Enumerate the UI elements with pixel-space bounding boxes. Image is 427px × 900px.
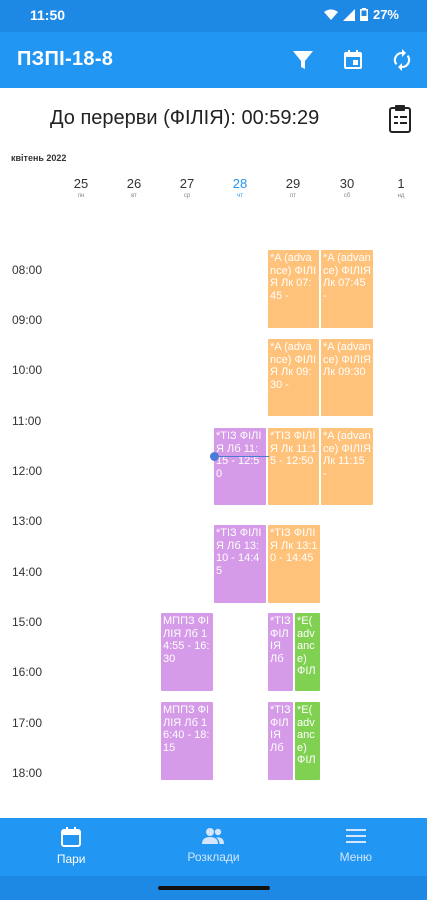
menu-icon	[345, 829, 366, 843]
nav-schedules[interactable]: Розклади	[142, 818, 284, 876]
event-card[interactable]: *ТІЗ ФІЛІЯ Лб	[268, 613, 293, 691]
people-icon	[202, 828, 225, 844]
nav-pairs-label: Пари	[56, 852, 86, 866]
current-time-line	[213, 456, 269, 457]
event-card[interactable]: *E( advance) ФІЛ	[295, 613, 320, 691]
app-bar: ПЗПІ-18-8	[0, 32, 427, 88]
nav-pairs[interactable]: Пари	[0, 818, 142, 876]
day-header-1[interactable]: 1 нд	[381, 176, 421, 199]
event-card[interactable]: *ТІЗ ФІЛІЯ Лб 11:15 - 12:50	[214, 428, 266, 505]
day-abbr: пт	[290, 193, 296, 199]
event-card[interactable]: *A (advance) ФІЛІЯ Лк 07:45 -	[321, 250, 373, 328]
day-abbr: ср	[183, 193, 191, 199]
clipboard-icon	[389, 105, 411, 133]
day-number: 27	[179, 176, 195, 191]
hour-label: 09:00	[12, 313, 43, 327]
day-number: 25	[73, 176, 89, 191]
hour-label: 14:00	[12, 565, 43, 579]
filter-button[interactable]	[287, 44, 319, 76]
day-abbr: нд	[397, 193, 405, 199]
sync-icon	[393, 49, 411, 71]
battery-icon	[359, 8, 368, 21]
event-card[interactable]: *A (advance) ФІЛІЯ Лк 09:30 -	[268, 339, 319, 416]
break-countdown: До перерви (ФІЛІЯ): 00:59:29	[50, 107, 320, 129]
hour-label: 10:00	[12, 363, 43, 377]
day-header-28[interactable]: 28 чт	[220, 176, 260, 199]
day-header-29[interactable]: 29 пт	[273, 176, 313, 199]
status-bar: 11:50 27%	[0, 0, 427, 32]
day-header-25[interactable]: 25 пн	[61, 176, 101, 199]
hour-label: 13:00	[12, 514, 43, 528]
calendar-icon	[61, 827, 82, 847]
hour-label: 16:00	[12, 665, 43, 679]
gesture-handle[interactable]	[158, 886, 270, 890]
break-countdown-row: До перерви (ФІЛІЯ): 00:59:29	[0, 100, 427, 138]
day-abbr: сб	[343, 193, 351, 199]
clipboard-button[interactable]	[388, 104, 414, 134]
system-navigation-bar	[0, 876, 427, 900]
bottom-navigation: Пари Розклади Меню	[0, 818, 427, 876]
nav-schedules-label: Розклади	[187, 850, 240, 864]
calendar-icon	[344, 50, 362, 69]
event-card[interactable]: *A (advance) ФІЛІЯ Лк 09:30	[321, 339, 373, 416]
month-label: квітень 2022	[11, 153, 67, 163]
day-number: 29	[285, 176, 301, 191]
hour-label: 15:00	[12, 615, 43, 629]
event-card[interactable]: МППЗ ФІЛІЯ Лб 16:40 - 18:15	[161, 702, 213, 780]
day-header-26[interactable]: 26 вт	[114, 176, 154, 199]
battery-percent: 27%	[372, 7, 399, 22]
day-number: 26	[126, 176, 142, 191]
event-card[interactable]: *ТІЗ ФІЛІЯ Лб 13:10 - 14:45	[214, 525, 266, 603]
event-card[interactable]: *A (advance) ФІЛІЯ Лк 07:45 -	[268, 250, 319, 328]
sync-button[interactable]	[386, 44, 418, 76]
filter-icon	[293, 51, 313, 69]
wifi-icon	[323, 9, 338, 20]
event-card[interactable]: МППЗ ФІЛІЯ Лб 14:55 - 16:30	[161, 613, 213, 691]
status-icons: 27%	[323, 7, 399, 22]
calendar-button[interactable]	[337, 44, 369, 76]
hour-label: 08:00	[12, 263, 43, 277]
day-abbr: вт	[131, 193, 137, 199]
nav-menu[interactable]: Меню	[285, 818, 427, 876]
day-number: 1	[397, 176, 405, 191]
day-header-30[interactable]: 30 сб	[327, 176, 367, 199]
day-number: 30	[339, 176, 355, 191]
day-abbr: чт	[237, 193, 243, 199]
event-card[interactable]: *ТІЗ ФІЛІЯ Лк 13:10 - 14:45	[268, 525, 320, 603]
event-card[interactable]: *ТІЗ ФІЛІЯ Лб	[268, 702, 293, 780]
hour-label: 11:00	[12, 414, 42, 428]
group-title: ПЗПІ-18-8	[17, 48, 114, 70]
status-time: 11:50	[30, 7, 66, 23]
hour-label: 12:00	[12, 464, 43, 478]
hour-label: 18:00	[12, 766, 43, 780]
day-number: 28	[232, 176, 248, 191]
current-time-dot	[210, 452, 219, 461]
signal-icon	[342, 8, 355, 21]
event-card[interactable]: *ТІЗ ФІЛІЯ Лк 11:15 - 12:50	[268, 428, 319, 505]
event-card[interactable]: *A (advance) ФІЛІЯ Лк 11:15 -	[321, 428, 373, 505]
day-abbr: пн	[77, 193, 85, 199]
day-header-27[interactable]: 27 ср	[167, 176, 207, 199]
hour-label: 17:00	[12, 716, 43, 730]
nav-menu-label: Меню	[339, 850, 373, 864]
event-card[interactable]: *E( advance) ФІЛ	[295, 702, 320, 780]
